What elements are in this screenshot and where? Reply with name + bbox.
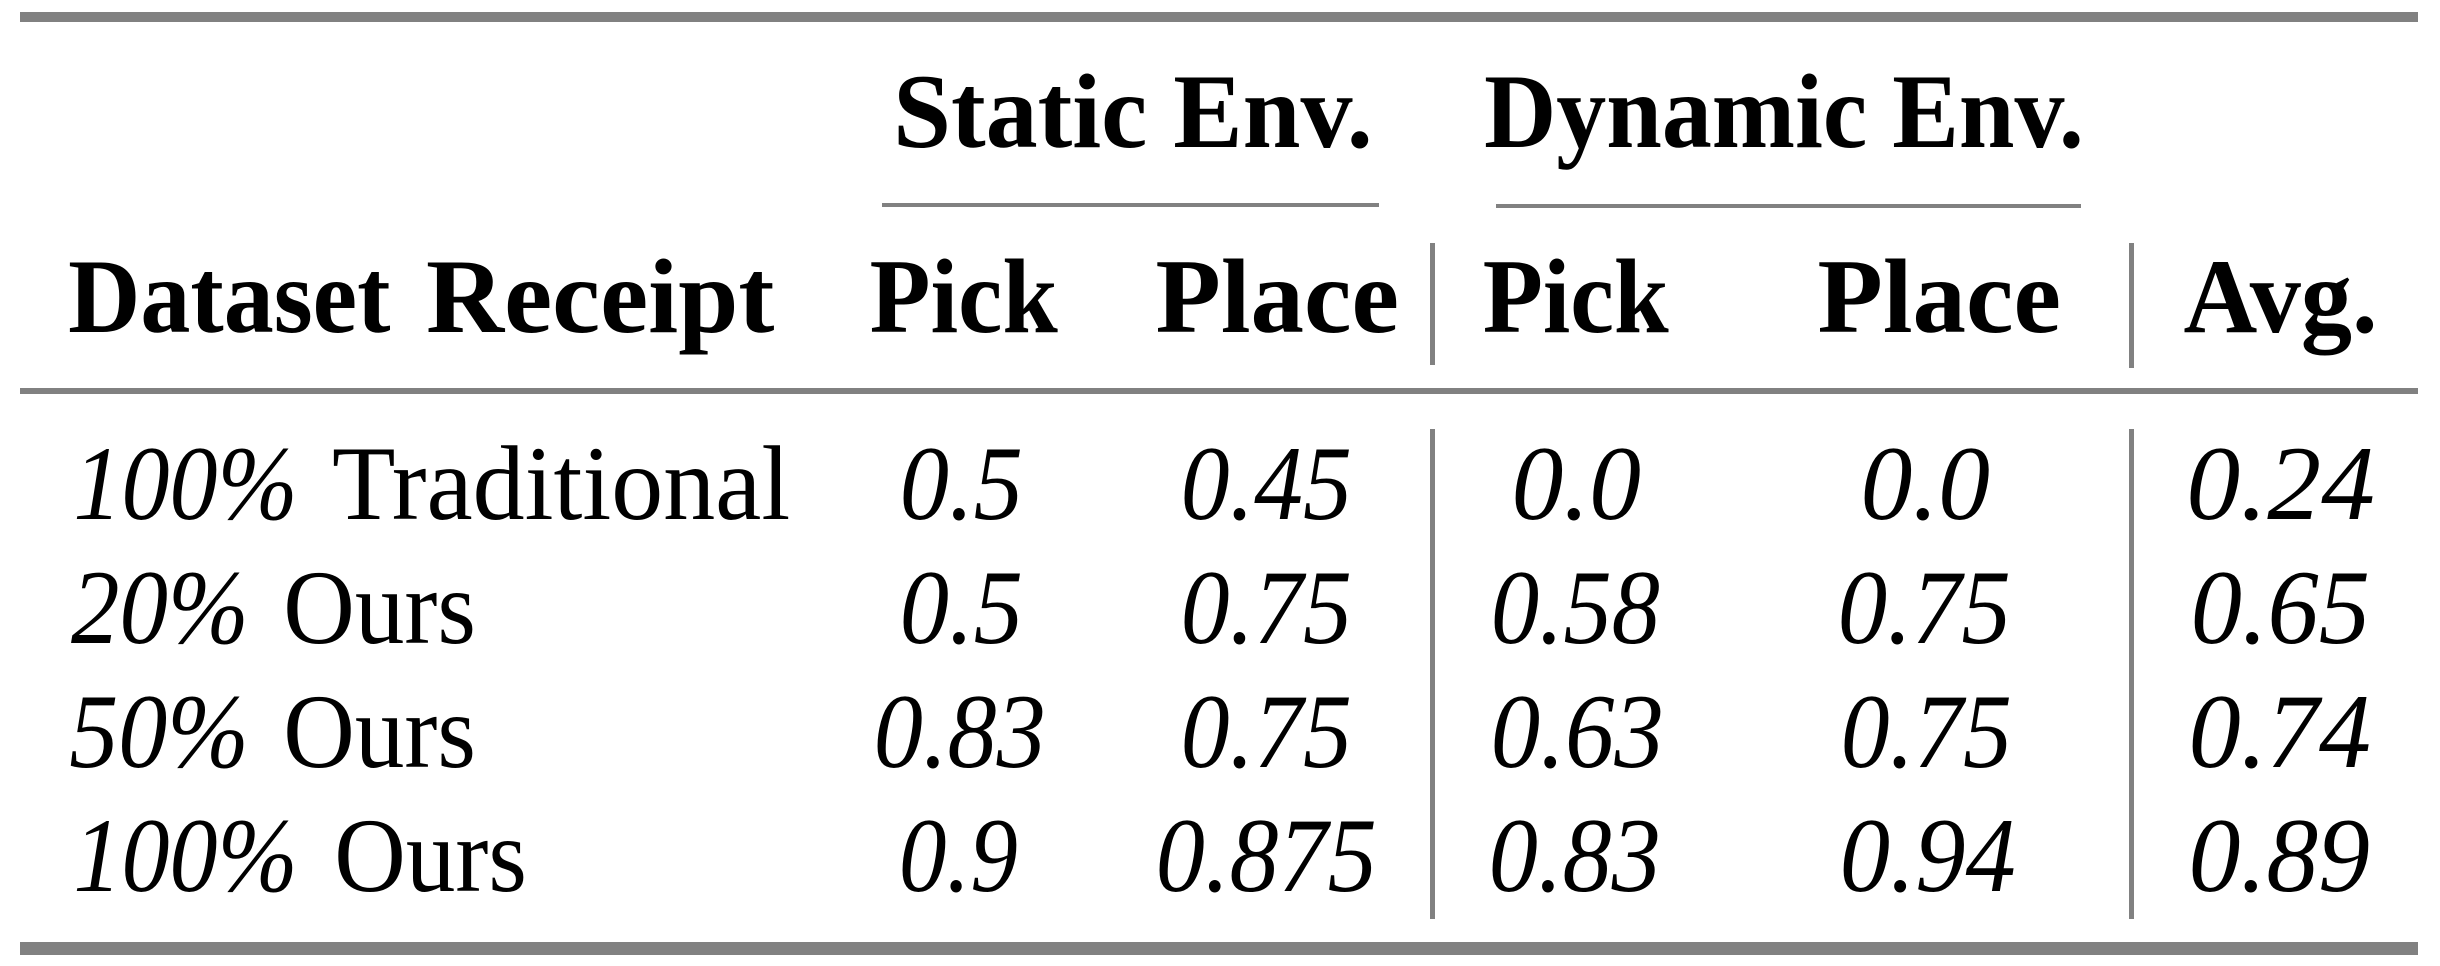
svg-text:50%: 50%	[69, 673, 249, 790]
svg-text:0.5: 0.5	[900, 425, 1023, 542]
svg-text:Ours: Ours	[334, 797, 527, 914]
svg-text:Place: Place	[1156, 238, 1399, 355]
svg-text:Ours: Ours	[283, 673, 476, 790]
svg-text:0.75: 0.75	[1181, 673, 1352, 790]
svg-text:0.24: 0.24	[2186, 425, 2375, 542]
svg-text:0.58: 0.58	[1491, 549, 1660, 666]
svg-text:0.45: 0.45	[1181, 425, 1352, 542]
svg-text:0.75: 0.75	[1841, 673, 2012, 790]
svg-text:Ours: Ours	[283, 549, 476, 666]
svg-text:Traditional: Traditional	[332, 425, 790, 542]
svg-text:0.5: 0.5	[900, 549, 1023, 666]
svg-text:20%: 20%	[71, 549, 249, 666]
svg-text:Static Env.: Static Env.	[893, 53, 1373, 170]
svg-text:Dynamic Env.: Dynamic Env.	[1484, 53, 2084, 170]
svg-text:0.0: 0.0	[1512, 425, 1641, 542]
svg-text:0.74: 0.74	[2189, 673, 2371, 790]
svg-text:0.83: 0.83	[1489, 797, 1661, 914]
svg-text:0.75: 0.75	[1181, 549, 1352, 666]
svg-text:Avg.: Avg.	[2184, 238, 2378, 355]
svg-text:0.89: 0.89	[2189, 797, 2370, 914]
svg-text:0.75: 0.75	[1838, 549, 2011, 666]
svg-text:0.9: 0.9	[899, 797, 1018, 914]
svg-text:0.65: 0.65	[2191, 549, 2370, 666]
svg-text:0.63: 0.63	[1491, 673, 1664, 790]
svg-text:100%: 100%	[73, 425, 297, 542]
svg-text:100%: 100%	[73, 797, 297, 914]
svg-text:0.83: 0.83	[874, 673, 1046, 790]
svg-text:Pick: Pick	[870, 238, 1058, 355]
svg-text:Pick: Pick	[1483, 238, 1669, 355]
svg-text:0.0: 0.0	[1861, 425, 1990, 542]
svg-text:Dataset: Dataset	[68, 238, 390, 355]
svg-text:0.94: 0.94	[1840, 797, 2016, 914]
svg-text:0.875: 0.875	[1156, 797, 1377, 914]
svg-text:Place: Place	[1818, 238, 2061, 355]
svg-text:Receipt: Receipt	[426, 238, 774, 355]
